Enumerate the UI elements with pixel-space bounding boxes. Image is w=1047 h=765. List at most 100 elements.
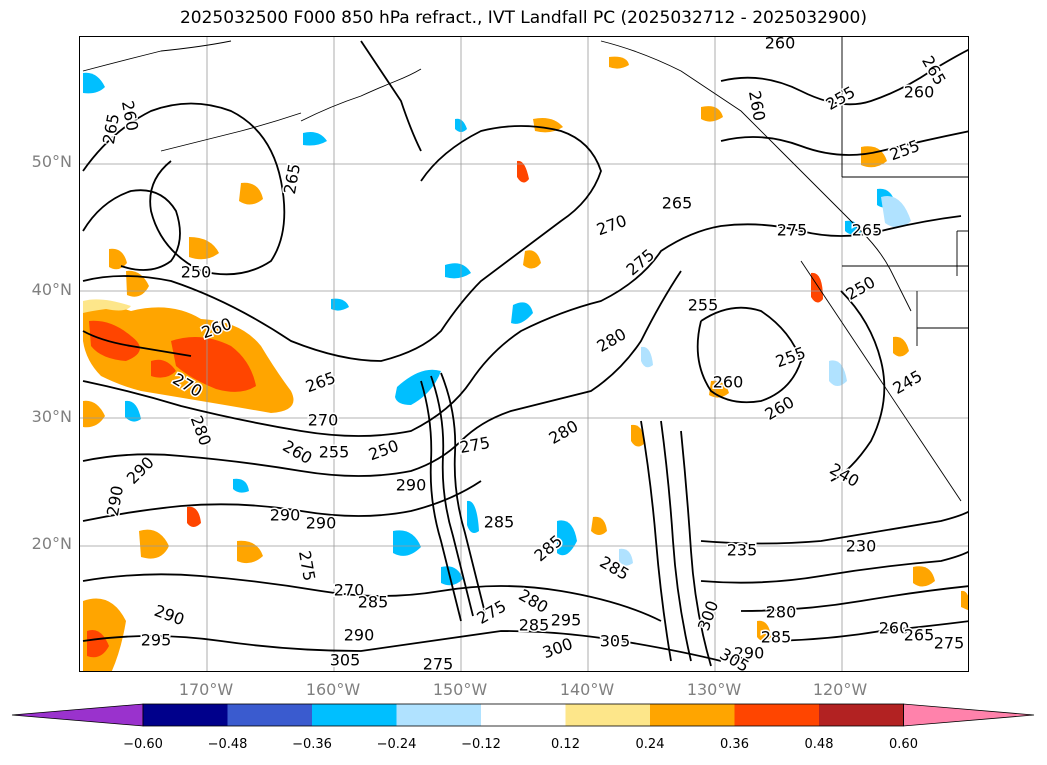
contour-label: 300: [540, 634, 575, 662]
strong-positive-anomaly: [187, 506, 201, 527]
contour-label: 280: [594, 324, 630, 356]
colorbar-segment: [396, 704, 481, 726]
positive-anomaly-region: [239, 182, 263, 205]
contour-label: 265: [280, 162, 304, 195]
colorbar-outline: [142, 703, 904, 727]
lat-label-50n: 50°N: [31, 152, 72, 171]
negative-anomaly-region: [511, 302, 533, 324]
contour-label: 290: [396, 476, 427, 495]
positive-anomaly-region: [126, 270, 149, 297]
contour-label: 295: [551, 611, 582, 630]
negative-anomaly-region: [467, 500, 479, 533]
contour-label: 280: [766, 603, 797, 622]
contour-label: 275: [623, 245, 659, 279]
lon-label-170w: 170°W: [178, 680, 234, 699]
positive-anomaly-region: [139, 529, 169, 559]
contour-label: 255: [823, 82, 859, 114]
negative-anomaly-region: [303, 132, 327, 146]
contour-label: 265: [904, 626, 935, 645]
contour-label: 245: [890, 366, 926, 398]
lat-label-40n: 40°N: [31, 280, 72, 299]
negative-anomaly-region: [441, 566, 463, 586]
colorbar-segment: [481, 704, 566, 726]
contour-label: 285: [484, 513, 515, 532]
contour-label: 290: [123, 453, 158, 488]
positive-anomaly-region: [533, 118, 563, 133]
colorbar-tick-label: 0.48: [804, 737, 834, 752]
negative-anomaly-region: [233, 478, 249, 493]
strong-positive-anomaly: [151, 359, 176, 378]
contour-label: 285: [761, 628, 792, 647]
weak-negative-anomaly: [881, 196, 911, 228]
colorbar-extend-low: [11, 703, 144, 727]
map-panel[interactable]: 260 265 265 250 260 270 280 290 290 265 270 255 260 2…: [79, 36, 969, 672]
contour-label: 230: [846, 537, 877, 556]
colorbar: [11, 703, 1035, 727]
contour-label: 275: [423, 655, 454, 673]
positive-anomaly-region: [609, 56, 629, 69]
colorbar-tick-label: −0.24: [376, 737, 417, 752]
contour-label: 295: [141, 631, 172, 650]
contour-label: 285: [519, 616, 550, 635]
contour-label: 280: [546, 416, 582, 448]
contour-label: 290: [734, 644, 765, 663]
positive-anomaly-region: [893, 336, 909, 357]
positive-anomaly-region: [961, 590, 968, 611]
colorbar-segment: [227, 704, 312, 726]
contour-label: 260: [879, 619, 910, 638]
contour-label: 265: [303, 368, 338, 396]
negative-anomaly-region: [83, 72, 105, 94]
contour-label: 285: [358, 593, 389, 612]
contour-label: 255: [688, 296, 719, 315]
contour-label: 275: [295, 549, 319, 582]
colorbar-tick-label: 0.12: [551, 737, 580, 752]
positive-anomaly-region: [523, 250, 541, 269]
positive-anomaly-region: [757, 620, 771, 641]
contour-label: 290: [306, 514, 337, 533]
colorbar-tick-label: 0.24: [635, 737, 665, 752]
figure-title: 2025032500 F000 850 hPa refract., IVT La…: [179, 8, 867, 28]
negative-anomaly-region: [845, 220, 861, 235]
contour-label: 290: [344, 626, 375, 645]
colorbar-extend-high: [903, 703, 1035, 727]
colorbar-segment: [143, 704, 228, 726]
positive-anomaly-region: [591, 516, 607, 535]
contour-label: 260: [904, 83, 935, 102]
weak-negative-anomaly: [829, 360, 847, 386]
contour-label: 255: [773, 343, 808, 371]
colorbar-segment: [734, 704, 819, 726]
positive-anomaly-region: [83, 400, 105, 428]
colorbar-tick-label: 0.36: [720, 737, 749, 752]
contour-label: 275: [458, 433, 491, 457]
negative-anomaly-region: [395, 369, 441, 405]
weak-negative-anomaly: [641, 346, 653, 368]
contour-label: 275: [934, 634, 965, 653]
colorbar-tick-label: 0.60: [889, 737, 918, 752]
positive-anomaly-region: [189, 237, 219, 260]
contour-label: 290: [152, 601, 187, 629]
negative-anomaly-region: [393, 530, 421, 556]
strong-positive-anomaly: [811, 272, 823, 303]
lat-label-30n: 30°N: [31, 407, 72, 426]
contour-label: 260: [118, 99, 142, 132]
contour-label: 260: [745, 89, 769, 122]
colorbar-tick-label: −0.48: [207, 737, 248, 752]
negative-anomaly-region: [125, 400, 141, 422]
lon-label-140w: 140°W: [559, 680, 615, 699]
contour-label: 250: [181, 263, 212, 282]
weak-positive-anomaly: [83, 299, 131, 313]
colorbar-tick-label: −0.36: [292, 737, 332, 752]
colorbar-segment: [312, 704, 397, 726]
shading-layer: [83, 56, 968, 671]
positive-anomaly-region: [701, 106, 723, 122]
contour-label: 255: [319, 443, 350, 462]
contour-label: 300: [694, 598, 722, 633]
contour-label: 290: [270, 506, 301, 525]
lon-label-150w: 150°W: [432, 680, 488, 699]
contour-lines: [82, 40, 968, 667]
contour-label: 290: [103, 484, 127, 517]
colorbar-tick-label: −0.12: [461, 737, 501, 752]
colorbar-segment: [650, 704, 735, 726]
contour-label: 275: [777, 221, 808, 240]
